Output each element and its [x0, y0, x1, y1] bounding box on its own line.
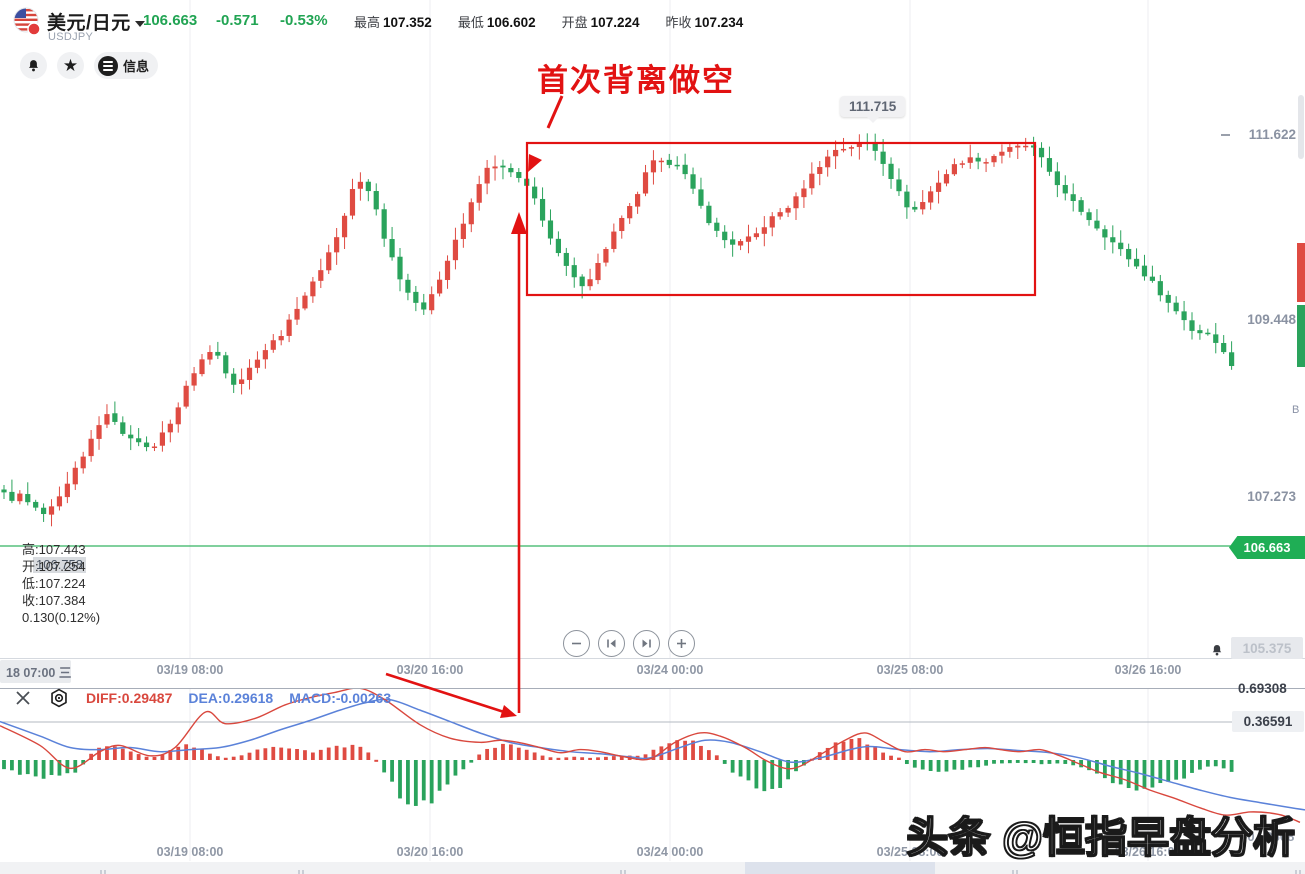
price-axis-label: 109.448: [1247, 312, 1296, 327]
ohlc-low: 低:107.224: [22, 576, 86, 591]
favorite-button[interactable]: ★: [57, 52, 84, 79]
time-axis-strip: [0, 658, 1305, 689]
stat-value: 107.352: [383, 15, 432, 30]
stat-label: 开盘: [561, 15, 588, 30]
ohlc-open: 开:107.254: [22, 559, 86, 574]
stat-value: 107.234: [694, 15, 744, 30]
strip-mark: [620, 864, 628, 874]
faded-price-label: 105.375: [1231, 637, 1303, 659]
time-axis-label: 03/20 16:00: [396, 663, 464, 677]
us-flag-icon: [13, 7, 41, 36]
stat-low: 最低 106.602: [458, 12, 536, 32]
diff-value: DIFF:0.29487: [86, 690, 173, 706]
time-axis-label: 03/25 08:00: [876, 663, 944, 677]
bell-icon: [1212, 644, 1222, 656]
time-axis-label-bottom: 03/24 00:00: [636, 845, 704, 859]
go-end-button[interactable]: [633, 630, 660, 657]
alert-button[interactable]: [20, 52, 47, 79]
macd-axis-top: 0.69308: [1238, 681, 1287, 696]
time-axis-label-bottom: 03/20 16:00: [396, 845, 464, 859]
bottom-panel-strip-selection[interactable]: [745, 862, 935, 874]
skip-to-end-icon: [642, 639, 651, 648]
stat-value: 106.602: [486, 15, 536, 30]
zoom-out-button[interactable]: [563, 630, 590, 657]
strip-mark: [1295, 864, 1303, 874]
settings-gear-icon[interactable]: [48, 687, 70, 709]
axis-tick: [1221, 134, 1230, 136]
skip-to-start-icon: [607, 639, 616, 648]
symbol-title[interactable]: 美元/日元: [47, 8, 145, 35]
price-change-pct: -0.53%: [280, 12, 328, 29]
strip-mark: [1012, 864, 1020, 874]
macd-axis-bottom: -0.29608: [1243, 829, 1295, 844]
time-axis-label-bottom: 03/19 08:00: [156, 845, 224, 859]
price-change: -0.571: [216, 12, 259, 29]
stat-value: 107.224: [590, 15, 640, 30]
symbol-code: USDJPY: [48, 31, 94, 43]
stat-prev-close: 昨收 107.234: [665, 12, 743, 32]
ohlc-high: 高:107.443: [22, 542, 86, 557]
chart-nav-controls: [563, 630, 695, 657]
quick-actions: ★ 信息: [20, 52, 159, 79]
info-button[interactable]: 信息: [94, 52, 159, 79]
macd-indicator-header: DIFF:0.29487 DEA:0.29618 MACD:-0.00263: [14, 687, 391, 709]
dea-value: DEA:0.29618: [188, 690, 274, 706]
axis-alert-bell[interactable]: [1210, 643, 1224, 658]
stat-high: 最高 107.352: [354, 12, 432, 32]
stat-label: 最低: [457, 15, 484, 30]
current-price-tag: 106.663: [1229, 536, 1305, 559]
time-axis-label: 03/24 00:00: [636, 663, 704, 677]
last-price: 106.663: [143, 12, 198, 29]
stats-row: 最高 107.352 最低 106.602 开盘 107.224 昨收 107.234: [354, 12, 743, 32]
stat-open: 开盘 107.224: [562, 12, 640, 32]
chevron-down-icon: [134, 21, 145, 27]
ohlc-change: 0.130(0.12%): [22, 610, 101, 625]
ohlc-close: 收:107.384: [22, 593, 86, 608]
crosshair-time-label: 18 07:00 三: [0, 660, 72, 683]
go-start-button[interactable]: [598, 630, 625, 657]
bell-icon: [28, 59, 39, 71]
crosshair-price-overlay: 106.758: [33, 557, 86, 573]
zoom-in-button[interactable]: [668, 630, 695, 657]
time-axis-label-bottom: 03/26 16:00: [1114, 845, 1182, 859]
minus-icon: [572, 642, 581, 645]
macd-axis-mid: 0.36591: [1232, 711, 1304, 732]
time-axis-label: 03/26 16:00: [1114, 663, 1182, 677]
symbol-name: 美元/日元: [47, 13, 131, 34]
ohlc-info-panel: 高:107.443 开:107.254 低:107.224 收:107.384 …: [22, 541, 100, 626]
stat-label: 昨收: [665, 15, 692, 30]
bottom-panel-strip: [0, 862, 1305, 874]
watermark: 头条 @恒指早盘分析: [906, 813, 1296, 862]
star-icon: ★: [62, 56, 79, 75]
strip-mark: [298, 864, 306, 874]
peak-price-tooltip: 111.715: [840, 96, 906, 117]
price-axis-label: 111.622: [1248, 127, 1296, 142]
annotation-text: 首次背离做空: [537, 63, 735, 98]
time-axis-label: 03/19 08:00: [156, 663, 224, 677]
macd-value: MACD:-0.00263: [289, 690, 392, 706]
time-axis-label-bottom: 03/25 08:00: [876, 845, 944, 859]
close-icon[interactable]: [14, 689, 32, 707]
info-label: 信息: [123, 59, 150, 74]
price-axis-label: 107.273: [1247, 489, 1296, 504]
stat-label: 最高: [354, 15, 381, 30]
plus-icon: [677, 639, 686, 648]
strip-mark: [100, 864, 108, 874]
symbol-logo: [13, 7, 43, 37]
list-icon: [98, 55, 118, 76]
axis-edge-letter: B: [1292, 404, 1300, 416]
scrollbar-thumb[interactable]: [1298, 95, 1304, 159]
